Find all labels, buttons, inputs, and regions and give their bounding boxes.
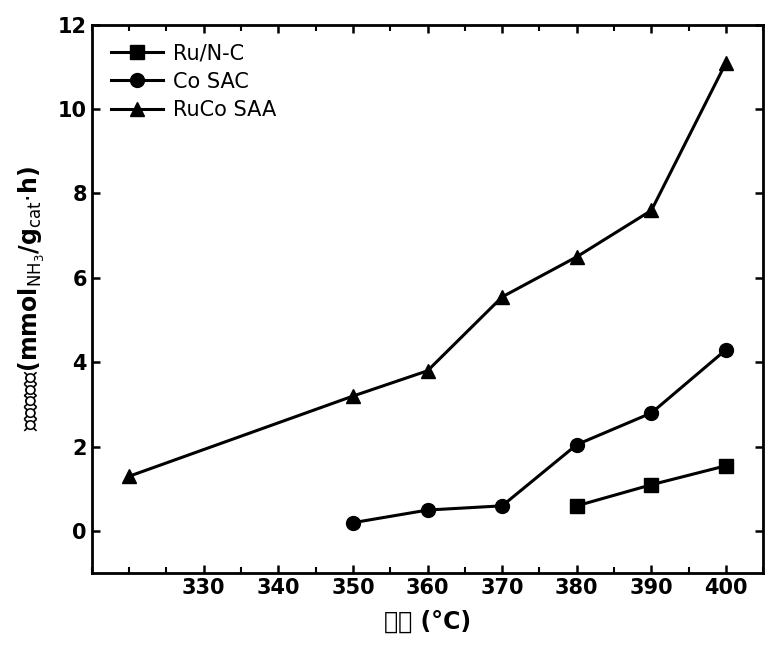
Ru/N-C bbox=[572, 502, 581, 510]
RuCo SAA bbox=[498, 293, 507, 301]
Y-axis label: 氨合成速率(mmol$_{\rm NH_3}$/g$_{\rm cat}$$\cdot$h): 氨合成速率(mmol$_{\rm NH_3}$/g$_{\rm cat}$$\c… bbox=[16, 166, 47, 432]
Ru/N-C bbox=[647, 481, 656, 489]
Legend: Ru/N-C, Co SAC, RuCo SAA: Ru/N-C, Co SAC, RuCo SAA bbox=[102, 35, 285, 129]
RuCo SAA bbox=[348, 392, 357, 400]
RuCo SAA bbox=[572, 253, 581, 261]
Co SAC bbox=[348, 519, 357, 526]
Line: RuCo SAA: RuCo SAA bbox=[122, 56, 733, 483]
Co SAC bbox=[423, 506, 432, 514]
RuCo SAA bbox=[647, 207, 656, 215]
Co SAC bbox=[498, 502, 507, 510]
RuCo SAA bbox=[423, 367, 432, 374]
Co SAC bbox=[647, 409, 656, 417]
Line: Co SAC: Co SAC bbox=[346, 343, 733, 530]
Line: Ru/N-C: Ru/N-C bbox=[570, 459, 733, 513]
Co SAC bbox=[722, 346, 731, 354]
RuCo SAA bbox=[124, 473, 133, 480]
Co SAC bbox=[572, 441, 581, 448]
Ru/N-C bbox=[722, 462, 731, 470]
X-axis label: 温度 (°C): 温度 (°C) bbox=[384, 609, 471, 633]
RuCo SAA bbox=[722, 58, 731, 66]
